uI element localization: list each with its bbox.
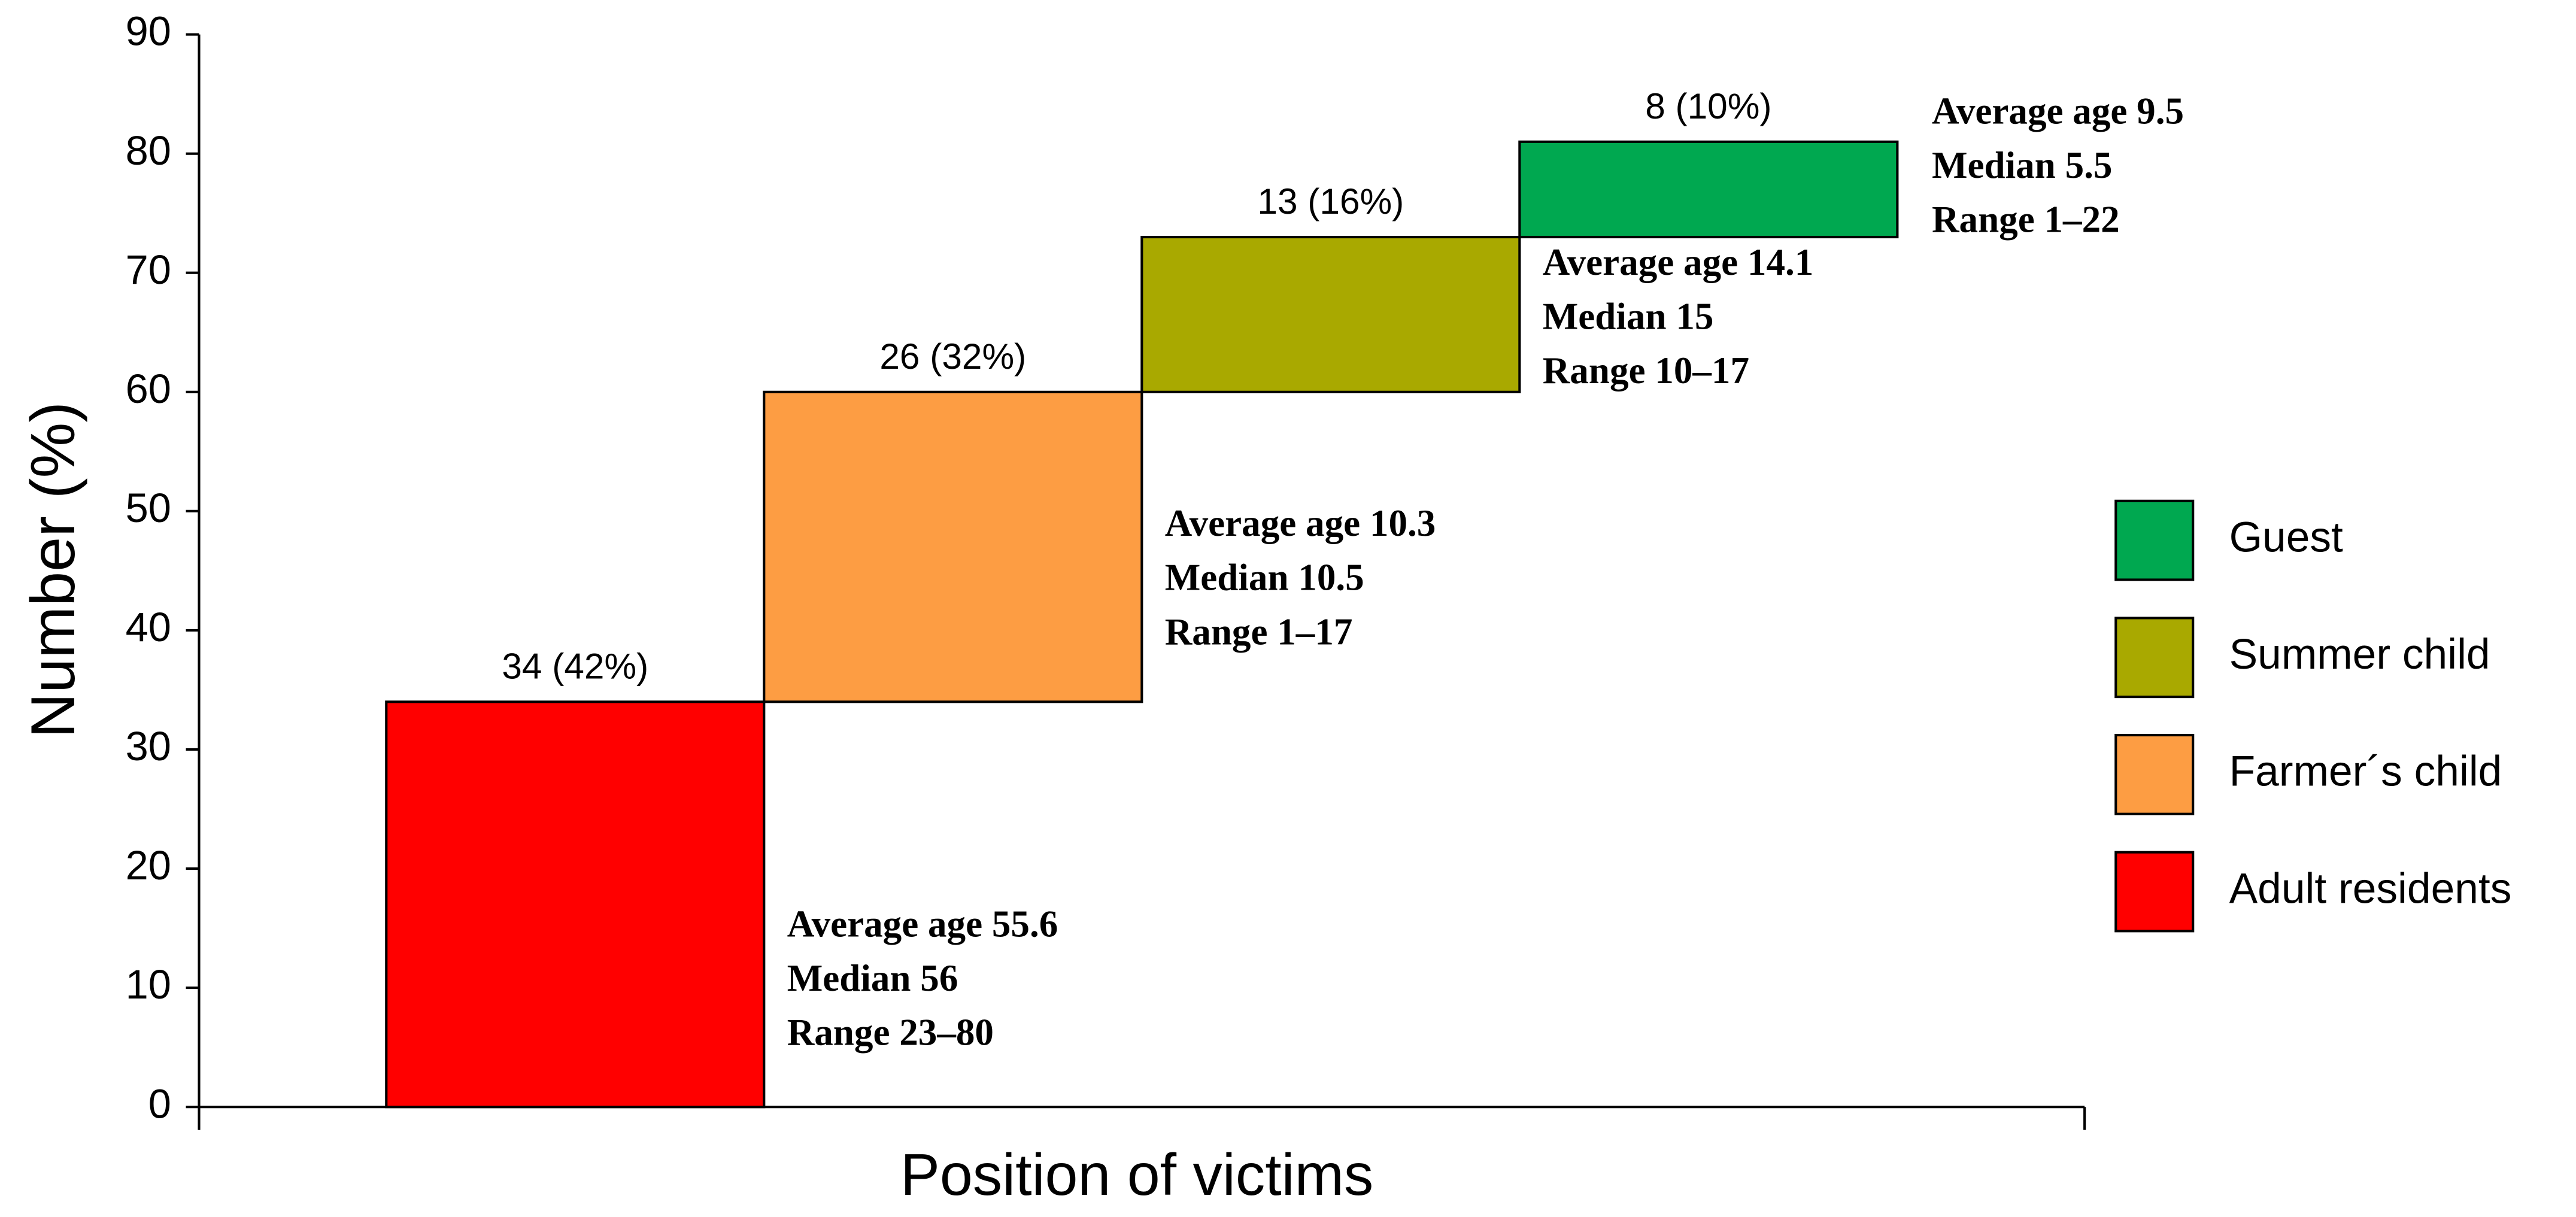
annotation: Average age 9.5 (1932, 90, 2184, 132)
legend-swatch (2114, 851, 2195, 933)
annotation: Range 10–17 (1543, 350, 1749, 391)
annotation: Range 1–22 (1932, 199, 2120, 241)
y-tick-label: 40 (126, 604, 171, 650)
legend-label: Adult residents (2229, 864, 2512, 912)
legend-swatch (2114, 617, 2195, 699)
value-label: 26 (32%) (879, 336, 1026, 377)
legend-swatch (2114, 499, 2195, 581)
legend-swatch (2114, 733, 2195, 815)
x-axis-title: Position of victims (900, 1142, 1373, 1207)
value-label: 34 (42%) (502, 645, 648, 686)
annotation: Average age 55.6 (787, 903, 1058, 945)
bar (1140, 235, 1521, 393)
annotation: Median 15 (1543, 295, 1714, 337)
y-tick-label: 80 (126, 128, 171, 174)
y-tick-label: 20 (126, 842, 171, 888)
y-tick-label: 70 (126, 247, 171, 293)
y-tick-label: 30 (126, 723, 171, 769)
legend-label: Guest (2229, 513, 2343, 561)
annotation: Median 10.5 (1165, 557, 1364, 599)
y-axis-title: Number (%) (19, 402, 88, 738)
y-tick-label: 90 (126, 8, 171, 54)
y-tick-label: 0 (148, 1081, 171, 1127)
annotation: Range 1–17 (1165, 611, 1353, 652)
bar (385, 700, 766, 1109)
annotation: Median 5.5 (1932, 144, 2112, 186)
bar (1518, 140, 1899, 239)
bar (763, 390, 1143, 703)
y-tick-label: 10 (126, 961, 171, 1007)
y-tick-label: 60 (126, 366, 171, 412)
annotation: Median 56 (787, 957, 958, 999)
legend-label: Farmer´s child (2229, 748, 2502, 796)
value-label: 8 (10%) (1645, 86, 1771, 126)
annotation: Average age 10.3 (1165, 502, 1436, 544)
annotation: Range 23–80 (787, 1012, 994, 1054)
annotation: Average age 14.1 (1543, 241, 1814, 283)
legend-label: Summer child (2229, 630, 2490, 678)
value-label: 13 (16%) (1257, 181, 1404, 221)
y-tick-label: 50 (126, 485, 171, 531)
